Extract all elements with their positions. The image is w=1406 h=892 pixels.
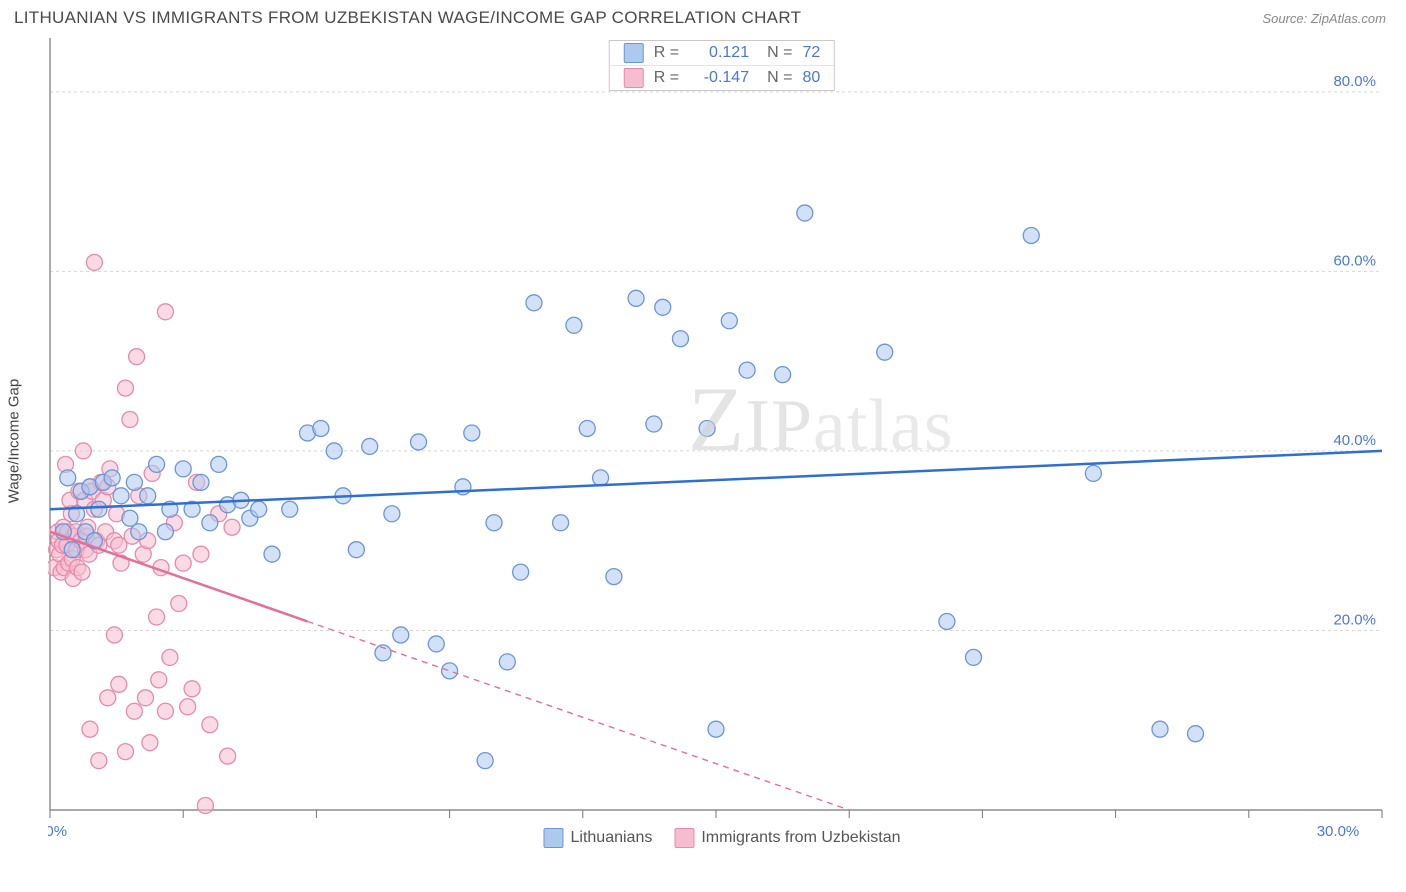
- svg-text:30.0%: 30.0%: [1317, 823, 1360, 840]
- legend-swatch: [674, 828, 694, 848]
- series-legend-item: Immigrants from Uzbekistan: [674, 828, 900, 848]
- source-credit: Source: ZipAtlas.com: [1262, 11, 1386, 26]
- source-prefix: Source:: [1262, 11, 1310, 26]
- plot-area: Wage/Income Gap ZIPatlas R =0.121N =72R …: [48, 36, 1396, 846]
- n-value: 80: [802, 69, 820, 87]
- series-legend: Lithuanians Immigrants from Uzbekistan: [537, 828, 906, 848]
- legend-swatch: [624, 43, 644, 63]
- svg-text:20.0%: 20.0%: [1333, 611, 1376, 628]
- r-label: R =: [654, 69, 679, 87]
- series-label: Lithuanians: [570, 829, 652, 847]
- correlation-legend: R = 0.121 N = 72 R = -0.147 N = 80: [609, 40, 835, 91]
- n-value: 72: [802, 44, 820, 62]
- svg-text:40.0%: 40.0%: [1333, 432, 1376, 449]
- legend-swatch: [543, 828, 563, 848]
- title-bar: LITHUANIAN VS IMMIGRANTS FROM UZBEKISTAN…: [0, 0, 1406, 32]
- r-label: R =: [654, 44, 679, 62]
- correlation-legend-row: R = 0.121 N = 72: [610, 41, 834, 65]
- svg-text:0.0%: 0.0%: [48, 823, 67, 840]
- scatter-chart: 20.0% 40.0% 60.0% 80.0% 0.0% 30.0%: [48, 36, 1396, 846]
- correlation-legend-row: R = -0.147 N = 80: [610, 65, 834, 90]
- r-value: -0.147: [689, 69, 749, 87]
- source-name: ZipAtlas.com: [1311, 11, 1386, 26]
- legend-swatch: [624, 68, 644, 88]
- series-legend-item: Lithuanians: [543, 828, 652, 848]
- svg-text:80.0%: 80.0%: [1333, 73, 1376, 90]
- r-value: 0.121: [689, 44, 749, 62]
- svg-text:60.0%: 60.0%: [1333, 252, 1376, 269]
- y-axis-label: Wage/Income Gap: [6, 379, 23, 504]
- chart-title: LITHUANIAN VS IMMIGRANTS FROM UZBEKISTAN…: [14, 8, 801, 28]
- series-label: Immigrants from Uzbekistan: [701, 829, 900, 847]
- n-label: N =: [767, 44, 792, 62]
- n-label: N =: [767, 69, 792, 87]
